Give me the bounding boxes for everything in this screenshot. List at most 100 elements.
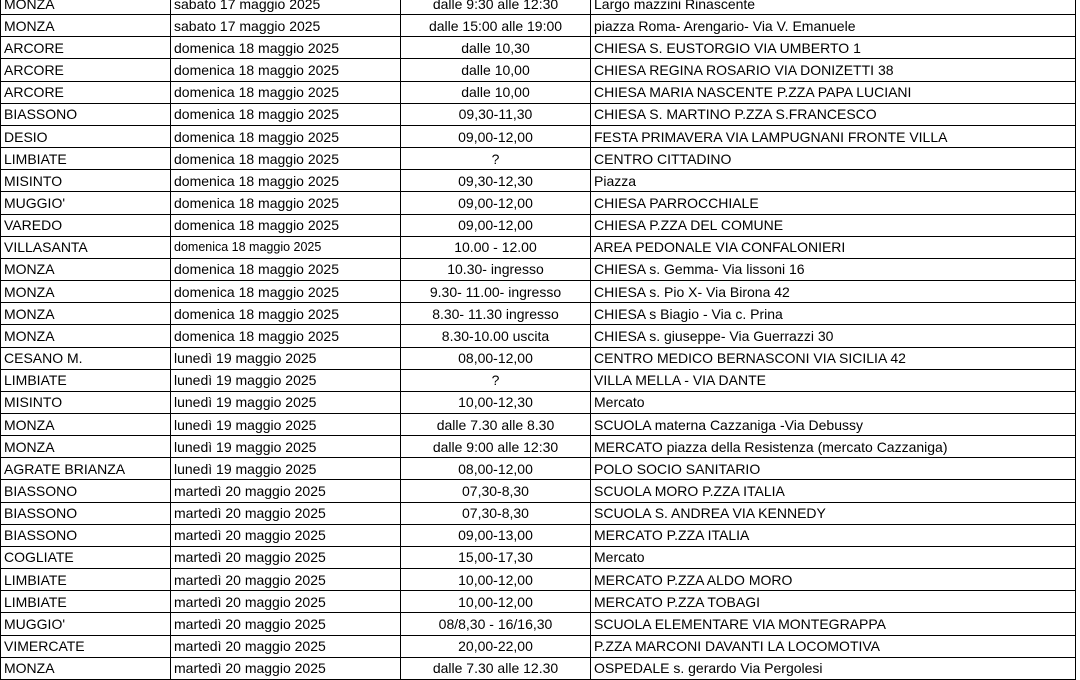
date-cell: lunedì 19 maggio 2025 [170, 390, 401, 414]
location-cell: CHIESA s. Pio X- Via Birona 42 [590, 280, 1076, 304]
town-cell: MONZA [0, 14, 171, 38]
date-cell: martedì 20 maggio 2025 [170, 656, 401, 680]
date-cell: martedì 20 maggio 2025 [170, 568, 401, 592]
location-cell: SCUOLA MORO P.ZZA ITALIA [590, 479, 1076, 503]
location-cell: POLO SOCIO SANITARIO [590, 457, 1076, 481]
location-cell: CENTRO CITTADINO [590, 147, 1076, 171]
location-cell: CHIESA MARIA NASCENTE P.ZZA PAPA LUCIANI [590, 80, 1076, 104]
table-row: MONZA sabato 17 maggio 2025 dalle 15:00 al… [0, 14, 1076, 38]
date-cell: domenica 18 maggio 2025 [170, 191, 401, 215]
location-cell: OSPEDALE s. gerardo Via Pergolesi [590, 656, 1076, 680]
location-cell: SCUOLA materna Cazzaniga -Via Debussy [590, 412, 1076, 437]
town-cell: ARCORE [0, 58, 171, 82]
date-cell: domenica 18 maggio 2025 [170, 213, 401, 237]
date-cell: domenica 18 maggio 2025 [170, 302, 401, 326]
town-cell: LIMBIATE [0, 568, 171, 592]
location-cell: CHIESA S. EUSTORGIO VIA UMBERTO 1 [590, 36, 1076, 60]
table-row: BIASSONO martedì 20 maggio 2025 09,00-13,0… [0, 523, 1076, 547]
table-row: MONZA domenica 18 maggio 2025 8.30- 11.30 … [0, 302, 1076, 326]
time-cell: 15,00-17,30 [400, 545, 591, 570]
table-row: CESANO M. lunedì 19 maggio 2025 08,00-12,0… [0, 346, 1076, 370]
time-cell: 08/8,30 - 16/16,30 [400, 612, 591, 636]
date-cell: martedì 20 maggio 2025 [170, 590, 401, 614]
time-cell: 09,30-11,30 [400, 102, 591, 126]
time-cell: 10.30- ingresso [400, 257, 591, 282]
town-cell: BIASSONO [0, 523, 171, 547]
location-cell: Mercato [590, 390, 1076, 414]
town-cell: COGLIATE [0, 545, 171, 570]
table-row: MONZA domenica 18 maggio 2025 10.30- ingre… [0, 257, 1076, 282]
location-cell: FESTA PRIMAVERA VIA LAMPUGNANI FRONTE VI… [590, 124, 1076, 149]
date-cell: domenica 18 maggio 2025 [170, 36, 401, 60]
town-cell: BIASSONO [0, 479, 171, 503]
table-row: MUGGIO' domenica 18 maggio 2025 09,00-12,0… [0, 191, 1076, 215]
time-cell: 07,30-8,30 [400, 479, 591, 503]
time-cell: dalle 9:30 alle 12:30 [400, 0, 591, 16]
table-row: BIASSONO domenica 18 maggio 2025 09,30-11,… [0, 102, 1076, 126]
date-cell: sabato 17 maggio 2025 [170, 0, 401, 16]
date-cell: lunedì 19 maggio 2025 [170, 435, 401, 459]
table-row: LIMBIATE lunedì 19 maggio 2025? VILLA MELL… [0, 368, 1076, 392]
town-cell: MONZA [0, 412, 171, 437]
time-cell: 08,00-12,00 [400, 346, 591, 370]
date-cell: sabato 17 maggio 2025 [170, 14, 401, 38]
date-cell: lunedì 19 maggio 2025 [170, 457, 401, 481]
time-cell: 9.30- 11.00- ingresso [400, 280, 591, 304]
location-cell: Largo mazzini Rinascente [590, 0, 1076, 16]
date-cell: domenica 18 maggio 2025 [170, 280, 401, 304]
date-cell: domenica 18 maggio 2025 [170, 235, 401, 259]
table-row: MUGGIO' martedì 20 maggio 2025 08/8,30 - 1… [0, 612, 1076, 636]
town-cell: VAREDO [0, 213, 171, 237]
table-row: AGRATE BRIANZA lunedì 19 maggio 2025 08,00… [0, 457, 1076, 481]
location-cell: MERCATO piazza della Resistenza (mercato… [590, 435, 1076, 459]
town-cell: BIASSONO [0, 102, 171, 126]
time-cell: 09,00-12,00 [400, 124, 591, 149]
time-cell: 08,00-12,00 [400, 457, 591, 481]
location-cell: CHIESA s. Gemma- Via lissoni 16 [590, 257, 1076, 282]
location-cell: CHIESA S. MARTINO P.ZZA S.FRANCESCO [590, 102, 1076, 126]
town-cell: CESANO M. [0, 346, 171, 370]
location-cell: SCUOLA ELEMENTARE VIA MONTEGRAPPA [590, 612, 1076, 636]
location-cell: AREA PEDONALE VIA CONFALONIERI [590, 235, 1076, 259]
table-row: MONZA domenica 18 maggio 2025 8.30-10.00 u… [0, 324, 1076, 348]
location-cell: Piazza [590, 169, 1076, 193]
town-cell: MONZA [0, 302, 171, 326]
table-row: ARCORE domenica 18 maggio 2025 dalle 10,00… [0, 80, 1076, 104]
date-cell: lunedì 19 maggio 2025 [170, 346, 401, 370]
time-cell: dalle 15:00 alle 19:00 [400, 14, 591, 38]
date-cell: martedì 20 maggio 2025 [170, 523, 401, 547]
time-cell: 20,00-22,00 [400, 634, 591, 658]
time-cell: 10.00 - 12.00 [400, 235, 591, 259]
date-cell: martedì 20 maggio 2025 [170, 612, 401, 636]
table-row: DESIO domenica 18 maggio 2025 09,00-12,00 F… [0, 124, 1076, 149]
table-row: MONZA lunedì 19 maggio 2025 dalle 9:00 all… [0, 435, 1076, 459]
location-cell: MERCATO P.ZZA ITALIA [590, 523, 1076, 547]
table-row: MONZA domenica 18 maggio 2025 9.30- 11.00-… [0, 280, 1076, 304]
town-cell: MONZA [0, 257, 171, 282]
time-cell: 09,30-12,30 [400, 169, 591, 193]
table-row: MISINTO domenica 18 maggio 2025 09,30-12,3… [0, 169, 1076, 193]
town-cell: MONZA [0, 0, 171, 16]
table-row: ARCORE domenica 18 maggio 2025 dalle 10,00… [0, 58, 1076, 82]
location-cell: P.ZZA MARCONI DAVANTI LA LOCOMOTIVA [590, 634, 1076, 658]
time-cell: 07,30-8,30 [400, 501, 591, 525]
town-cell: VIMERCATE [0, 634, 171, 658]
time-cell: 10,00-12,00 [400, 568, 591, 592]
table-row: MONZA lunedì 19 maggio 2025 dalle 7.30 all… [0, 412, 1076, 437]
time-cell: 10,00-12,00 [400, 590, 591, 614]
date-cell: lunedì 19 maggio 2025 [170, 412, 401, 437]
date-cell: martedì 20 maggio 2025 [170, 545, 401, 570]
date-cell: domenica 18 maggio 2025 [170, 58, 401, 82]
town-cell: ARCORE [0, 80, 171, 104]
date-cell: martedì 20 maggio 2025 [170, 634, 401, 658]
table-row: VIMERCATE martedì 20 maggio 2025 20,00-22,… [0, 634, 1076, 658]
location-cell: CHIESA PARROCCHIALE [590, 191, 1076, 215]
date-cell: domenica 18 maggio 2025 [170, 324, 401, 348]
table-row: LIMBIATE martedì 20 maggio 2025 10,00-12,0… [0, 568, 1076, 592]
table-row: VAREDO domenica 18 maggio 2025 09,00-12,00… [0, 213, 1076, 237]
town-cell: MISINTO [0, 390, 171, 414]
table-row: LIMBIATE martedì 20 maggio 2025 10,00-12,0… [0, 590, 1076, 614]
table-row: MONZA sabato 17 maggio 2025 dalle 9:30 all… [0, 0, 1076, 16]
